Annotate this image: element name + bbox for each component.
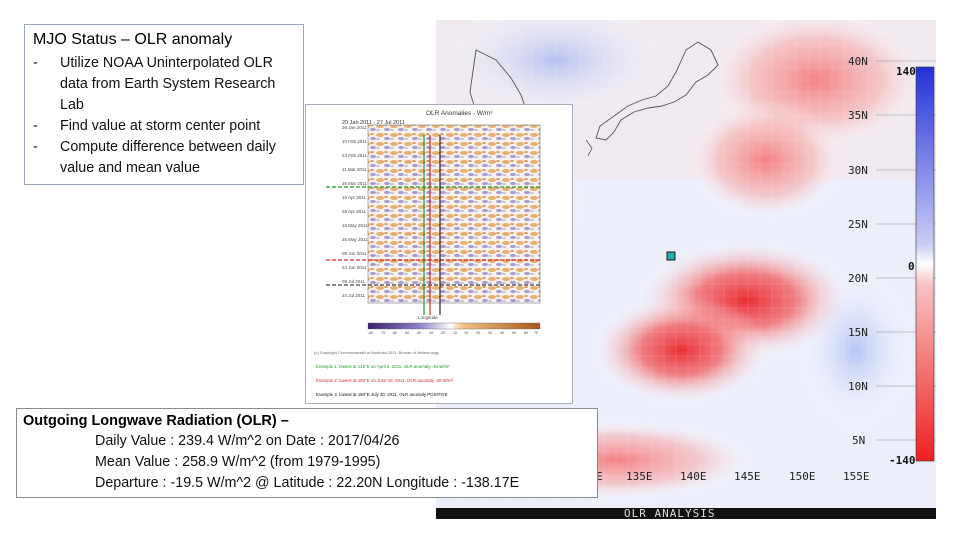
colorbar-max-label: 140 [896,65,916,78]
scale-tick: -20 [440,331,445,335]
scale-tick: 40 [500,331,504,335]
lon-label-partial: E [596,470,603,483]
method-item: - Find value at storm center point [33,118,261,134]
scale-tick: 70 [534,331,538,335]
method-item: - Compute difference between daily value … [33,139,276,176]
lon-label: 155E [843,470,870,483]
olr-value-panel: Outgoing Longwave Radiation (OLR) – Dail… [16,408,598,498]
scale-tick: 20 [476,331,480,335]
scale-tick: -40 [416,331,421,335]
coastline-japan [595,41,719,141]
departure-value: Departure : -19.5 W/m^2 @ Latitude : 22.… [95,475,520,491]
scale-tick: 30 [488,331,492,335]
lon-label: 135E [626,470,653,483]
colorbar-mid-label: 0 [908,260,915,273]
lon-label: 145E [734,470,761,483]
panel-title: MJO Status – OLR anomaly [33,31,233,48]
colorbar-min-label: -140 [889,454,916,467]
storm-center-marker [666,251,676,261]
method-item-text: Find value at storm center point [60,118,261,134]
example-1-note: Example 1: lowest at 145°E on April 3, 2… [316,364,450,369]
olr-hovmoller-figure: OLR Anomalies - W/m² 20 Jan 2011 - 27 Ju… [305,104,573,404]
date-tick: 10 Apr 2011 [342,195,366,200]
lon-label: 140E [680,470,707,483]
date-tick: 26 Jan 2011 [342,125,367,130]
date-tick: 09 Jun 2011 [342,251,367,256]
lon-label: 150E [789,470,816,483]
date-tick: 09 Jul 2011 [342,279,365,284]
lat-label: 35N [848,109,868,122]
method-list: - Utilize NOAA Uninterpolated OLR data fr… [33,53,295,179]
date-tick: 24 Feb 2011 [342,153,367,158]
lat-label: 10N [848,380,868,393]
coastline-kyushu [585,139,593,157]
date-tick: 10 May 2011 [342,223,368,228]
date-tick: 24 Jul 2011 [342,293,365,298]
date-tick: 24 Jun 2011 [342,265,367,270]
scale-tick: -80 [368,331,373,335]
date-tick: 26 Mar 2011 [342,181,367,186]
colorbar [915,66,935,462]
method-item-text: Compute difference between daily value a… [60,139,276,176]
hovmoller-title: OLR Anomalies - W/m² [426,110,493,117]
map-footer-label: OLR ANALYSIS [624,507,715,519]
method-item-text: Utilize NOAA Uninterpolated OLR data fro… [60,55,276,113]
scale-tick: 50 [512,331,516,335]
olr-heading: Outgoing Longwave Radiation (OLR) – [23,413,289,429]
hovmoller-svg: OLR Anomalies - W/m² 20 Jan 2011 - 27 Ju… [314,110,541,397]
date-tick: 11 Mar 2011 [342,167,367,172]
lat-label: 30N [848,164,868,177]
date-tick: 25 May 2011 [342,237,368,242]
lat-label: 15N [848,326,868,339]
hovmoller-date-axis: 26 Jan 2011 10 Feb 2011 24 Feb 2011 11 M… [342,125,368,298]
scale-tick: -10 [452,331,457,335]
date-tick: 10 Feb 2011 [342,139,367,144]
hovmoller-copyright: (c) Copyright Commonwealth of Australia … [314,350,439,355]
scale-tick: -70 [380,331,385,335]
scale-tick: 10 [464,331,468,335]
hovmoller-plot-area [367,124,541,304]
daily-value: Daily Value : 239.4 W/m^2 on Date : 2017… [95,433,400,449]
mean-value: Mean Value : 258.9 W/m^2 (from 1979-1995… [95,454,381,470]
hovmoller-xlabel: Longitude [418,315,438,320]
example-3-note: Example 3: lowest at 160°E July 20, 2011… [316,392,448,397]
scale-tick: -50 [404,331,409,335]
method-item: - Utilize NOAA Uninterpolated OLR data fr… [33,55,276,113]
map-footer-bar [436,508,936,519]
date-tick: 25 Apr 2011 [342,209,366,214]
mjo-status-panel: MJO Status – OLR anomaly - Utilize NOAA U… [24,24,304,185]
lat-label: 5N [852,434,865,447]
lat-label: 25N [848,218,868,231]
scale-tick: -60 [392,331,397,335]
hovmoller-scale-ticks: -80 -70 -60 -50 -40 -30 -20 -10 10 20 30… [368,331,538,335]
scale-tick: -30 [428,331,433,335]
hovmoller-colorscale [367,322,541,330]
scale-tick: 60 [524,331,528,335]
lat-label: 40N [848,55,868,68]
hovmoller-date-range: 20 Jan 2011 - 27 Jul 2011 [342,120,405,126]
example-2-note: Example 2: lowest at 150°E on June 15, 2… [316,378,454,383]
lat-label: 20N [848,272,868,285]
